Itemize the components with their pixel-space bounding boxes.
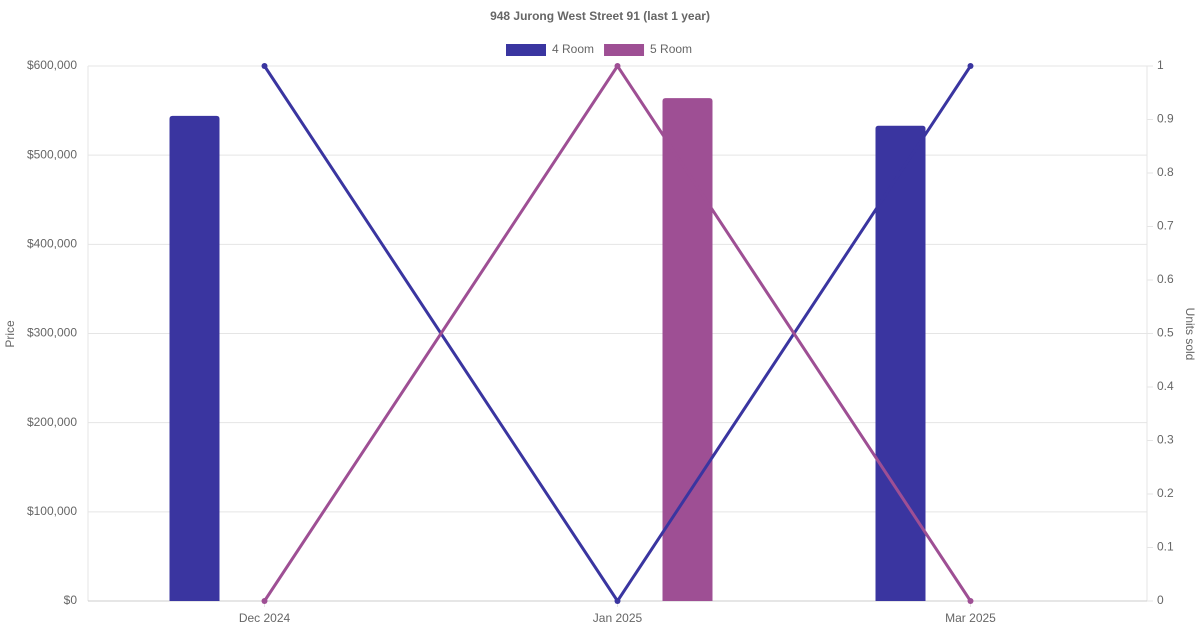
line-point <box>614 63 621 69</box>
y2-tick-label: 0.1 <box>1157 540 1174 554</box>
y2-tick-label: 0.3 <box>1157 433 1174 447</box>
y-tick-label: $500,000 <box>27 147 77 161</box>
x-tick-label: Dec 2024 <box>239 611 291 625</box>
bar <box>875 125 926 601</box>
y2-tick-label: 0 <box>1157 593 1164 607</box>
line-point <box>967 63 974 69</box>
legend-label: 5 Room <box>650 42 692 56</box>
line-point <box>261 63 268 69</box>
y-tick-label: $600,000 <box>27 58 77 72</box>
y2-tick-label: 0.5 <box>1157 326 1174 340</box>
line-point <box>614 598 621 604</box>
y2-tick-label: 1 <box>1157 58 1164 72</box>
line-point <box>967 598 974 604</box>
y-tick-label: $300,000 <box>27 326 77 340</box>
bar <box>169 115 220 601</box>
chart-title: 948 Jurong West Street 91 (last 1 year) <box>490 9 710 23</box>
y2-tick-label: 0.6 <box>1157 272 1174 286</box>
y2-axis-title: Units sold <box>1183 308 1197 361</box>
legend-swatch <box>604 44 645 56</box>
y2-tick-label: 0.9 <box>1157 112 1174 126</box>
y-tick-label: $200,000 <box>27 415 77 429</box>
line-point <box>261 598 268 604</box>
legend-label: 4 Room <box>552 42 594 56</box>
x-tick-label: Jan 2025 <box>593 611 643 625</box>
y-axis-title: Price <box>3 320 17 348</box>
y2-tick-label: 0.4 <box>1157 379 1174 393</box>
y2-tick-label: 0.7 <box>1157 219 1174 233</box>
y2-tick-label: 0.2 <box>1157 486 1174 500</box>
y-tick-label: $400,000 <box>27 237 77 251</box>
y-tick-label: $100,000 <box>27 504 77 518</box>
x-tick-label: Mar 2025 <box>945 611 996 625</box>
legend-swatch <box>506 44 546 56</box>
y-tick-label: $0 <box>64 593 78 607</box>
y2-tick-label: 0.8 <box>1157 165 1174 179</box>
